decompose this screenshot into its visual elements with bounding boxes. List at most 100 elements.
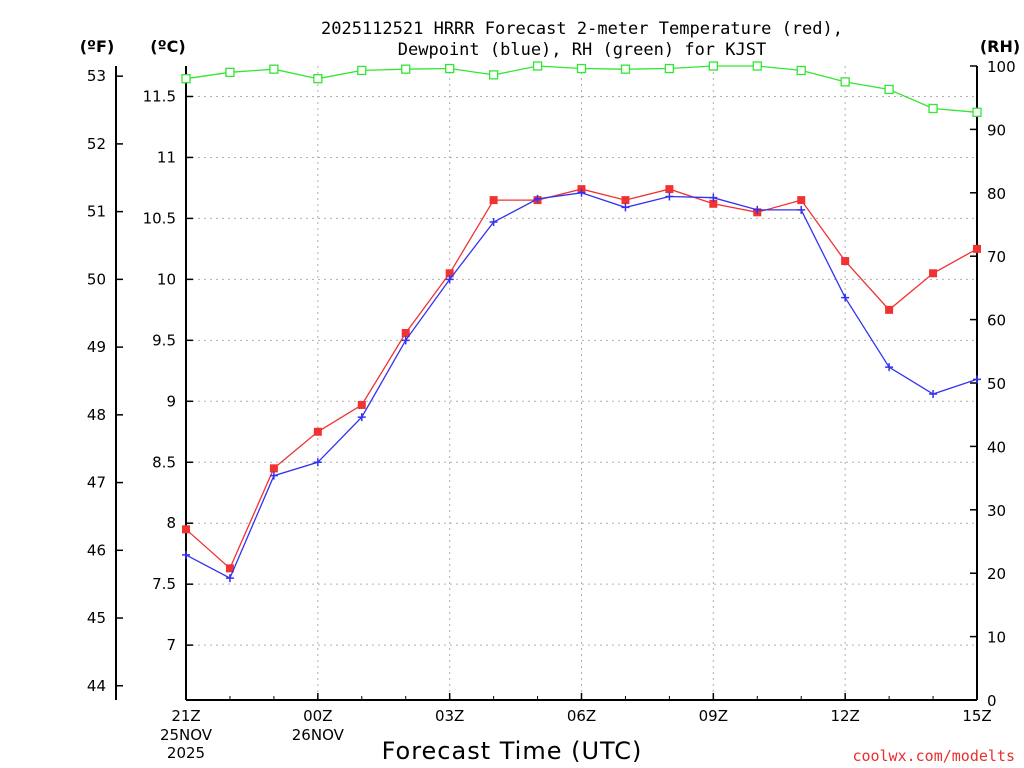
dewpoint-point bbox=[489, 218, 498, 227]
temperature-point bbox=[357, 400, 366, 409]
series bbox=[181, 61, 982, 583]
rh-point bbox=[796, 65, 806, 76]
rh-tick-label: 50 bbox=[987, 375, 1006, 393]
dewpoint-point bbox=[445, 275, 454, 284]
dewpoint-point bbox=[929, 389, 938, 398]
rh-point bbox=[972, 107, 982, 117]
x-axis-title: Forecast Time (UTC) bbox=[382, 737, 643, 765]
rh-point bbox=[225, 67, 235, 77]
dewpoint-point bbox=[269, 471, 278, 480]
temperature-point bbox=[929, 269, 938, 278]
temperature-point bbox=[269, 464, 278, 473]
rh-tick-label: 20 bbox=[987, 565, 1006, 583]
rh-unit-label: (RH) bbox=[980, 37, 1020, 56]
x-tick-label: 03Z bbox=[435, 707, 464, 725]
temperature-point bbox=[182, 525, 190, 534]
rh-point bbox=[532, 61, 543, 71]
temperature-point bbox=[313, 427, 322, 436]
dewpoint-point bbox=[313, 458, 322, 467]
fahrenheit-tick-label: 50 bbox=[87, 270, 106, 288]
dewpoint-point bbox=[797, 205, 806, 214]
rh-point bbox=[401, 64, 411, 74]
celsius-tick-label: 11 bbox=[157, 148, 176, 166]
fahrenheit-tick-label: 53 bbox=[87, 67, 106, 85]
celsius-tick-label: 8 bbox=[166, 514, 176, 532]
rh-point bbox=[928, 103, 938, 114]
celsius-tick-label: 9.5 bbox=[152, 331, 176, 349]
x-tick-label: 12Z bbox=[830, 707, 859, 725]
celsius-tick-label: 7 bbox=[166, 636, 176, 654]
dewpoint-point bbox=[753, 205, 762, 214]
rh-point bbox=[840, 77, 850, 87]
rh-tick-label: 60 bbox=[987, 312, 1006, 330]
fahrenheit-tick-label: 52 bbox=[87, 135, 106, 153]
rh-point bbox=[313, 74, 323, 84]
rh-point bbox=[752, 61, 762, 71]
dewpoint-point bbox=[357, 413, 366, 422]
rh-point bbox=[269, 64, 279, 74]
x-tick-label: 00Z bbox=[303, 707, 332, 725]
rh-point bbox=[357, 65, 367, 76]
fahrenheit-tick-label: 49 bbox=[87, 338, 106, 356]
celsius-tick-label: 11.5 bbox=[143, 87, 176, 105]
dewpoint-point bbox=[621, 203, 630, 212]
temperature-point bbox=[489, 196, 498, 205]
rh-tick-label: 80 bbox=[987, 185, 1006, 203]
rh-point bbox=[576, 63, 587, 74]
celsius-tick-label: 7.5 bbox=[152, 575, 176, 593]
fahrenheit-tick-label: 51 bbox=[87, 203, 106, 221]
celsius-tick-label: 10.5 bbox=[143, 209, 176, 227]
x-tick-label: 09Z bbox=[699, 707, 728, 725]
fahrenheit-tick-label: 46 bbox=[87, 541, 106, 559]
x-tick-label: 21Z bbox=[171, 707, 200, 725]
dewpoint-point bbox=[401, 336, 410, 345]
dewpoint-point bbox=[665, 192, 674, 201]
rh-point bbox=[708, 61, 718, 71]
x-tick-date-label: 25NOV bbox=[160, 726, 213, 744]
celsius-tick-label: 9 bbox=[166, 392, 176, 410]
rh-tick-label: 40 bbox=[987, 438, 1006, 456]
celsius-tick-label: 10 bbox=[157, 270, 176, 288]
x-tick-date-label: 26NOV bbox=[292, 726, 345, 744]
temperature-point bbox=[665, 185, 674, 194]
temperature-point bbox=[973, 244, 981, 253]
x-tick-label: 15Z bbox=[962, 707, 991, 725]
fahrenheit-tick-label: 47 bbox=[87, 474, 106, 492]
fahrenheit-tick-label: 48 bbox=[87, 406, 106, 424]
temperature-point bbox=[797, 196, 806, 205]
dewpoint-point bbox=[885, 363, 894, 372]
celsius-unit-label: (ºC) bbox=[150, 37, 185, 56]
temperature-point bbox=[401, 329, 410, 338]
rh-tick-label: 70 bbox=[987, 248, 1006, 266]
dewpoint-point bbox=[533, 194, 542, 203]
credit-text: coolwx.com/modelts bbox=[852, 747, 1015, 765]
temperature-point bbox=[621, 196, 630, 205]
temperature-point bbox=[885, 305, 894, 314]
dewpoint-point bbox=[973, 375, 981, 384]
dewpoint-point bbox=[225, 574, 234, 583]
temperature-point bbox=[709, 199, 718, 208]
rh-tick-label: 10 bbox=[987, 629, 1006, 647]
temperature-point bbox=[841, 257, 850, 266]
x-tick-label: 06Z bbox=[567, 707, 596, 725]
rh-point bbox=[620, 64, 631, 74]
x-tick-year-label: 2025 bbox=[167, 744, 205, 762]
fahrenheit-tick-label: 44 bbox=[87, 677, 106, 695]
dewpoint-point bbox=[182, 550, 190, 559]
celsius-tick-label: 8.5 bbox=[152, 453, 176, 471]
rh-tick-label: 90 bbox=[987, 121, 1006, 139]
rh-tick-label: 0 bbox=[987, 692, 997, 710]
rh-tick-label: 100 bbox=[987, 58, 1016, 76]
dewpoint-point bbox=[841, 293, 850, 302]
rh-point bbox=[181, 74, 191, 84]
chart-title-line1: 2025112521 HRRR Forecast 2-meter Tempera… bbox=[321, 19, 843, 39]
temperature-point bbox=[445, 269, 454, 278]
chart-title-line2: Dewpoint (blue), RH (green) for KJST bbox=[398, 40, 766, 60]
rh-point bbox=[445, 63, 455, 74]
dewpoint-point bbox=[709, 193, 718, 202]
temperature-point bbox=[225, 564, 234, 573]
rh-point bbox=[664, 63, 675, 74]
dewpoint-point bbox=[577, 188, 586, 197]
gridlines bbox=[186, 66, 977, 700]
